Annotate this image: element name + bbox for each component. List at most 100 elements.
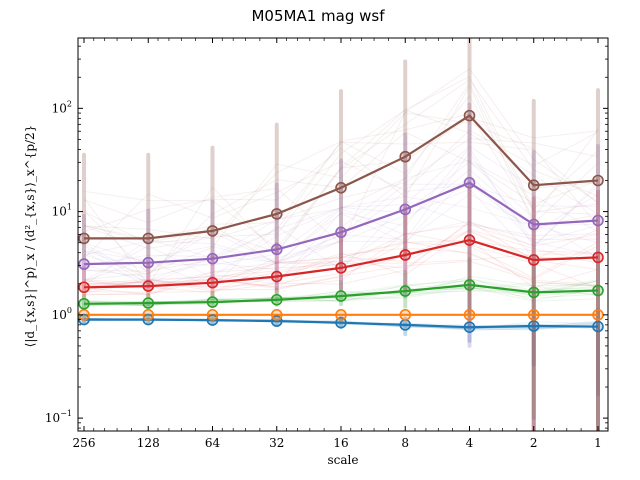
data-point <box>142 232 155 245</box>
ensemble-line <box>83 185 599 285</box>
ensemble-line <box>83 141 599 275</box>
ensemble-line <box>83 78 599 286</box>
ensemble-line <box>83 145 599 266</box>
ensemble-line <box>83 85 599 233</box>
data-point <box>399 319 412 331</box>
data-point <box>527 179 540 192</box>
data-point <box>270 208 283 220</box>
data-point <box>399 285 412 297</box>
x-tick-label: 32 <box>269 436 284 450</box>
data-point <box>78 297 90 310</box>
data-point <box>592 174 604 187</box>
data-point <box>335 226 347 239</box>
ensemble-line <box>83 228 599 292</box>
data-point <box>142 256 155 269</box>
data-point <box>335 316 347 329</box>
series-line <box>83 238 599 289</box>
data-point <box>399 249 412 261</box>
x-tick-label: 8 <box>401 436 409 450</box>
data-point <box>399 150 412 163</box>
series-line <box>83 181 599 266</box>
x-tick-label: 16 <box>333 436 348 450</box>
ensemble-line <box>83 68 599 245</box>
x-tick-label: 64 <box>205 436 221 450</box>
chart-title: M05MA1 mag wsf <box>251 7 385 25</box>
data-point <box>463 279 476 291</box>
data-point <box>270 293 283 306</box>
ensemble-line <box>83 137 599 240</box>
ensemble-line <box>83 147 599 284</box>
data-point <box>335 309 347 321</box>
ensemble-line <box>83 228 599 288</box>
x-tick-label: 128 <box>137 436 160 450</box>
ensemble-line <box>83 196 599 288</box>
data-point <box>206 252 219 265</box>
y-axis: 10−1 100 101 102 <box>45 45 608 429</box>
data-point <box>335 290 347 302</box>
ensemble-line <box>83 75 599 253</box>
data-point <box>270 309 283 321</box>
ensemble-line <box>83 116 599 249</box>
data-point <box>335 181 347 194</box>
data-point <box>463 234 476 246</box>
ensemble-line <box>83 113 599 250</box>
x-tick-label: 1 <box>594 436 602 450</box>
y-tick-label: 101 <box>52 203 72 219</box>
data-point <box>592 284 604 297</box>
series-line <box>83 283 599 305</box>
ensemble-line <box>83 152 599 282</box>
data-point <box>592 214 604 227</box>
ensemble-line <box>83 82 599 265</box>
ensemble-line <box>83 239 599 291</box>
x-tick-label: 256 <box>73 436 96 450</box>
ensemble-line <box>83 184 599 278</box>
data-point <box>527 320 540 332</box>
data-point <box>463 309 476 321</box>
data-point <box>78 281 90 294</box>
ensemble-line <box>83 95 599 272</box>
y-tick-label: 102 <box>52 99 72 115</box>
ensemble-line <box>83 193 599 288</box>
ensemble-line <box>83 232 599 295</box>
data-point <box>592 251 604 264</box>
data-point <box>335 262 347 274</box>
data-point <box>527 309 540 321</box>
data-point <box>399 309 412 321</box>
data-point <box>527 218 540 231</box>
y-axis-label-text: ⟨|d_{x,s}|^p⟩_x / ⟨d²_{x,s}⟩_x^{p/2} <box>23 125 37 348</box>
ensemble-line <box>83 229 599 289</box>
data-point <box>142 297 155 309</box>
data-point <box>78 258 90 270</box>
data-point <box>78 232 90 245</box>
x-axis-label: scale <box>328 453 359 467</box>
data-point <box>463 177 476 189</box>
ensemble-line <box>83 188 599 288</box>
data-point <box>527 254 540 266</box>
data-point <box>206 296 219 308</box>
x-tick-label: 2 <box>530 436 538 450</box>
y-axis-label: ⟨|d_{x,s}|^p⟩_x / ⟨d²_{x,s}⟩_x^{p/2} <box>23 125 37 348</box>
data-point <box>399 203 412 216</box>
ensemble-line <box>83 281 599 307</box>
series-line <box>84 318 599 329</box>
ensemble-line <box>83 183 599 282</box>
data-point <box>142 309 155 321</box>
ensemble-line <box>83 129 599 259</box>
ensemble-line <box>83 260 599 290</box>
ensemble-line <box>83 112 599 280</box>
ensemble-line <box>83 173 599 263</box>
ensemble-line <box>83 224 599 296</box>
data-point <box>142 280 155 292</box>
data-point <box>463 321 476 333</box>
y-tick-label: 100 <box>52 306 72 322</box>
data-point <box>592 309 604 321</box>
ensemble-line <box>83 169 599 271</box>
series-markers <box>78 109 604 333</box>
data-point <box>270 270 283 283</box>
data-point <box>206 276 219 289</box>
data-point <box>206 309 219 321</box>
data-point <box>206 225 219 237</box>
data-point <box>592 320 604 333</box>
data-point <box>463 109 476 122</box>
y-tick-label: 10−1 <box>45 409 72 425</box>
